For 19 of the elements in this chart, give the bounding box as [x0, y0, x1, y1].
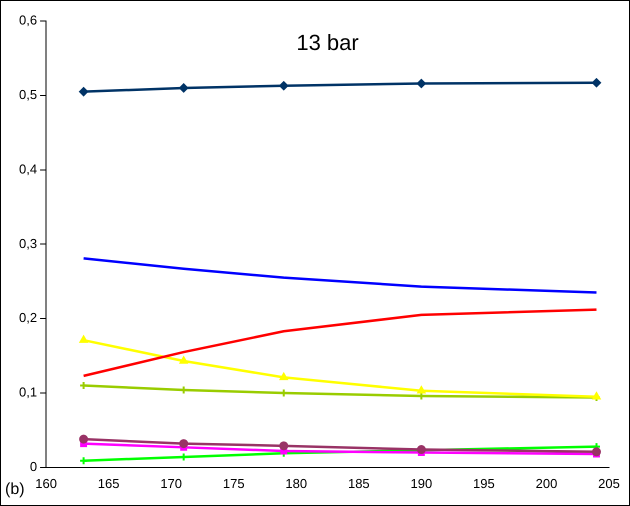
y-tick-label: 0,3: [18, 236, 38, 251]
y-tick-label: 0,4: [18, 161, 38, 176]
x-tick-label: 175: [222, 476, 245, 491]
x-tick-label: 170: [160, 476, 182, 491]
y-tick-label: 0,5: [18, 86, 38, 102]
x-tick-label: 180: [285, 476, 308, 491]
x-tick-label: 195: [473, 476, 495, 491]
x-tick-label: 185: [348, 476, 370, 491]
y-tick-label: 0,6: [18, 12, 38, 28]
y-tick-label: 0,2: [18, 310, 38, 326]
x-tick-label: 205: [598, 476, 620, 491]
x-tick-label: 190: [410, 476, 432, 491]
chart-title: 13 bar: [296, 30, 359, 56]
y-tick-label: 0: [30, 458, 38, 474]
x-tick-label: 200: [536, 476, 558, 491]
y-tick-label: 0,1: [18, 384, 38, 400]
x-tick-label: 165: [98, 476, 120, 491]
text: (b): [5, 481, 25, 499]
x-tick-label: 160: [35, 476, 57, 491]
